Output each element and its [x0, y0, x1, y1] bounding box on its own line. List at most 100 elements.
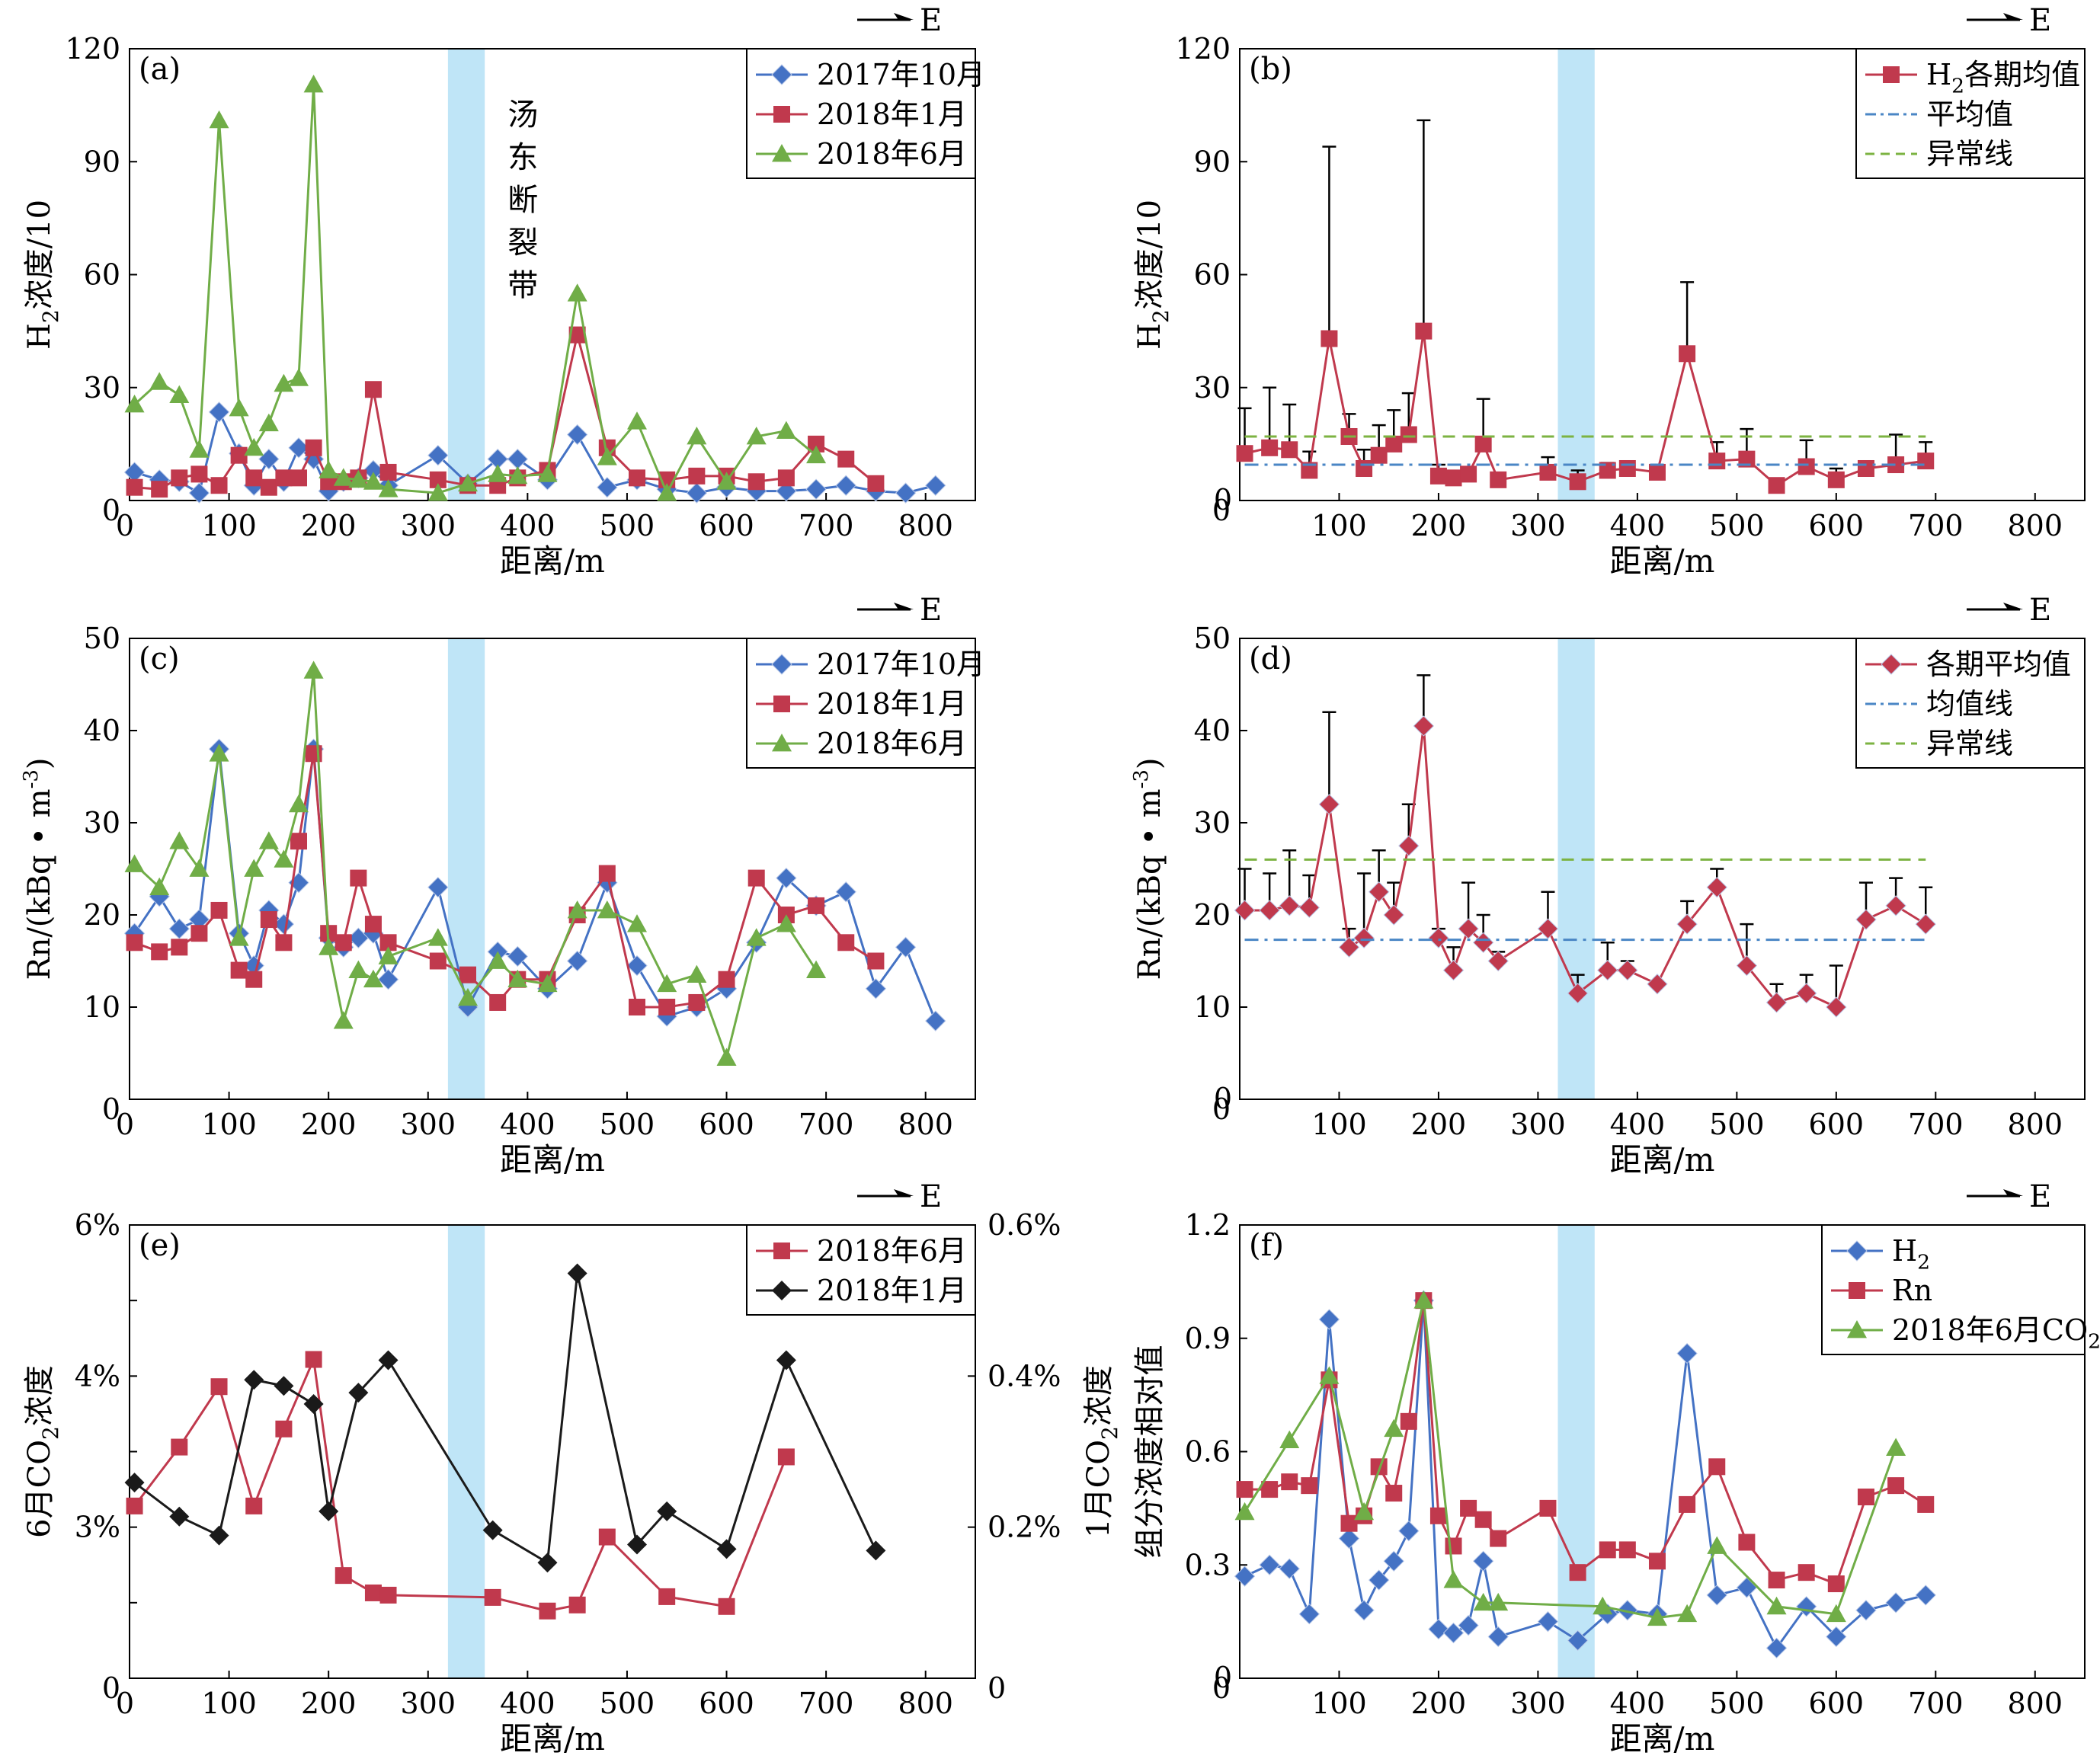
x-tick-label: 200 [301, 509, 357, 542]
data-point [1490, 1530, 1507, 1547]
data-point [1887, 456, 1905, 474]
data-point [1443, 1570, 1464, 1588]
fault-zone-label: 东 [507, 140, 538, 175]
legend-marker [773, 1242, 790, 1259]
legend-label: 2017年10月 [817, 648, 985, 681]
data-point [806, 445, 827, 464]
data-point [746, 426, 767, 445]
data-point [305, 1351, 322, 1368]
data-point [598, 865, 616, 882]
data-point [333, 1011, 354, 1029]
x-tick-label: 200 [1411, 509, 1467, 542]
data-point [245, 1497, 263, 1514]
data-point [244, 1370, 264, 1390]
data-point [716, 1047, 737, 1066]
data-point [657, 483, 677, 501]
data-point [688, 993, 706, 1011]
data-point [1915, 1585, 1936, 1606]
data-point [1458, 918, 1479, 939]
y-tick-label: 40 [1194, 714, 1231, 747]
data-point [567, 283, 587, 302]
data-point [488, 951, 508, 969]
data-point [597, 476, 618, 498]
data-point [657, 1501, 677, 1521]
data-point [1234, 1502, 1255, 1521]
data-point [747, 473, 765, 491]
x-tick-label: 400 [1610, 1108, 1666, 1141]
data-point [895, 936, 917, 958]
x-tick-label: 200 [1411, 1108, 1467, 1141]
data-point [1368, 881, 1390, 903]
data-point [1353, 927, 1375, 948]
data-point [1537, 918, 1559, 939]
x-tick-label: 400 [1610, 509, 1666, 542]
y-axis-label: H2浓度/10 [1132, 200, 1173, 350]
x-tick-label: 700 [1908, 1687, 1964, 1720]
data-point [151, 481, 168, 498]
series-line [133, 749, 937, 1022]
data-point [567, 900, 587, 919]
east-label: E [920, 3, 942, 38]
data-point [275, 469, 293, 487]
x-tick-label: 0 [116, 1108, 134, 1141]
fault-zone-band [447, 49, 485, 501]
data-point [319, 460, 339, 478]
x-tick-label: 300 [400, 1687, 456, 1720]
data-point [687, 426, 707, 445]
data-point [537, 974, 558, 993]
x-axis-label: 距离/m [1610, 1141, 1715, 1179]
data-point [1445, 469, 1462, 487]
data-point [1537, 1610, 1559, 1633]
data-point [566, 424, 588, 446]
data-point [258, 448, 280, 470]
data-point [303, 1394, 324, 1415]
data-point [333, 468, 354, 486]
data-point [1855, 1600, 1877, 1621]
data-point [1398, 1520, 1420, 1542]
data-point [171, 1438, 188, 1456]
data-point [1885, 895, 1906, 916]
east-label: E [920, 593, 942, 628]
data-point [230, 961, 248, 979]
data-point [488, 464, 508, 482]
x-tick-label: 600 [1809, 1687, 1865, 1720]
data-point [629, 469, 645, 487]
data-point [303, 660, 324, 679]
x-tick-label: 300 [400, 509, 456, 542]
series-line [134, 408, 936, 495]
x-axis-label: 距离/m [500, 1141, 605, 1179]
east-arrow-head [2003, 1189, 2023, 1196]
y-right-tick-label: 0.2% [988, 1511, 1061, 1544]
data-point [378, 946, 399, 964]
legend-label: 2018年1月 [817, 1274, 967, 1307]
x-tick-label: 100 [1311, 1687, 1367, 1720]
data-point [1279, 895, 1300, 916]
data-point [1617, 1600, 1638, 1621]
x-axis-label: 距离/m [500, 1720, 605, 1757]
y-axis-label: 6月CO2浓度 [22, 1365, 63, 1538]
data-point [539, 1602, 556, 1620]
y-tick-label: 3% [75, 1511, 120, 1544]
data-point [1708, 453, 1726, 470]
fault-zone-band [1557, 638, 1595, 1099]
data-point [1917, 453, 1935, 470]
east-arrow-head [2003, 603, 2023, 609]
data-point [1234, 900, 1256, 921]
x-tick-label: 400 [1610, 1687, 1666, 1720]
x-axis-label: 距离/m [500, 542, 605, 580]
y-tick-label: 90 [1194, 145, 1231, 178]
y-right-axis-label: 1月CO2浓度 [1081, 1365, 1122, 1538]
data-point [716, 1539, 737, 1559]
data-point [1826, 996, 1847, 1018]
data-point [1318, 794, 1340, 815]
data-point [627, 411, 647, 430]
data-point [629, 999, 645, 1015]
y-tick-label: 10 [84, 990, 120, 1024]
data-point [1301, 462, 1318, 479]
data-point [1301, 1477, 1318, 1495]
y-tick-label: 30 [1194, 371, 1231, 405]
legend-marker [1846, 1240, 1868, 1262]
data-point [429, 952, 447, 970]
data-point [835, 475, 856, 496]
